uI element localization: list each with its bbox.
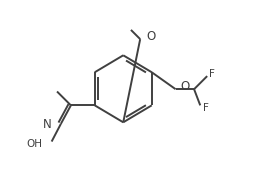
Text: N: N xyxy=(43,118,52,131)
Text: OH: OH xyxy=(26,139,42,149)
Text: O: O xyxy=(146,30,156,43)
Text: F: F xyxy=(202,103,209,113)
Text: F: F xyxy=(210,69,215,79)
Text: O: O xyxy=(180,80,189,93)
